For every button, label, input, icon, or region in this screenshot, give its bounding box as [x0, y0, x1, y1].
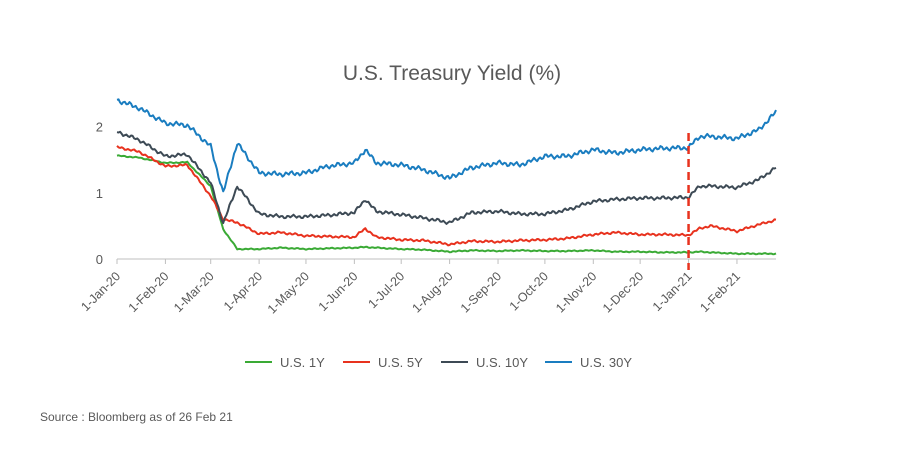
x-tick-label: 1-May-20 — [265, 269, 312, 316]
x-tick-label: 1-Dec-20 — [600, 269, 646, 315]
source-note: Source : Bloomberg as of 26 Feb 21 — [40, 410, 233, 424]
y-tick-label: 0 — [96, 252, 103, 267]
x-tick-label: 1-Jan-21 — [650, 269, 695, 314]
series-line-u-s-10y — [116, 130, 777, 225]
x-tick-label: 1-Nov-20 — [553, 269, 599, 315]
x-tick-label: 1-Oct-20 — [507, 269, 551, 313]
x-tick-label: 1-Sep-20 — [458, 269, 504, 315]
x-tick-label: 1-Jan-20 — [78, 269, 123, 314]
x-tick-label: 1-Aug-20 — [409, 269, 455, 315]
legend-label: U.S. 1Y — [280, 355, 325, 370]
x-tick-label: 1-Apr-20 — [221, 269, 265, 313]
x-tick-label: 1-Jun-20 — [316, 269, 361, 314]
series-layer — [116, 98, 777, 256]
series-line-u-s-30y — [116, 98, 777, 193]
x-tick-label: 1-Feb-20 — [126, 269, 172, 315]
y-tick-label: 1 — [96, 186, 103, 201]
x-tick-label: 1-Jul-20 — [365, 269, 407, 311]
x-tick-label: 1-Mar-20 — [171, 269, 217, 315]
chart-title: U.S. Treasury Yield (%) — [343, 62, 561, 85]
legend-label: U.S. 5Y — [378, 355, 423, 370]
y-tick-label: 2 — [96, 120, 103, 135]
y-axis: 0 1 2 — [96, 120, 103, 268]
x-tick-label: 1-Feb-21 — [697, 269, 743, 315]
legend-label: U.S. 10Y — [476, 355, 528, 370]
series-line-u-s-5y — [116, 145, 777, 247]
legend: U.S. 1Y U.S. 5Y U.S. 10Y U.S. 30Y — [245, 355, 632, 370]
series-line-u-s-1y — [116, 154, 777, 256]
x-axis: 1-Jan-20 1-Feb-20 1-Mar-20 1-Apr-20 1-May-20… — [78, 258, 776, 316]
legend-label: U.S. 30Y — [580, 355, 632, 370]
